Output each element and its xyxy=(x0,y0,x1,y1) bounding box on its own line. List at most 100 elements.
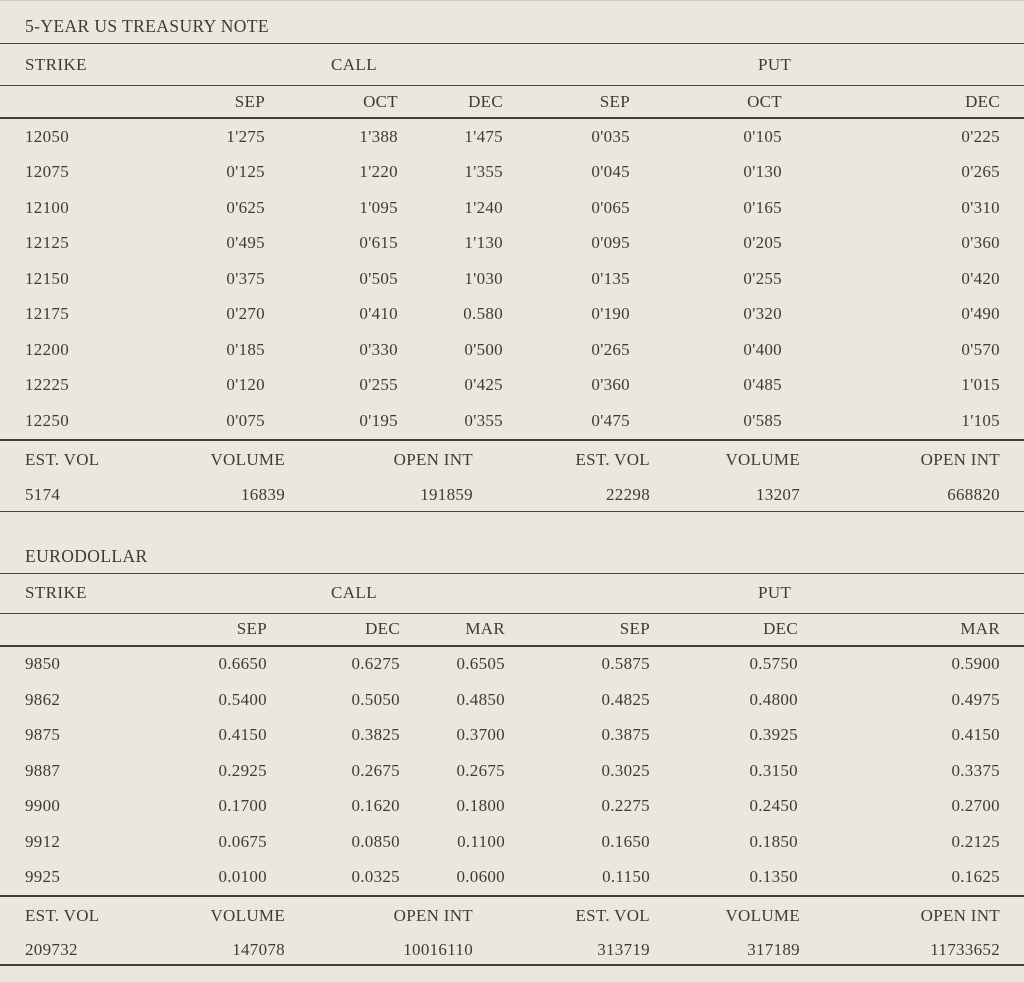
summary-value-row: 209732 147078 10016110 313719 317189 117… xyxy=(0,935,1024,966)
open-int-label: OPEN INT xyxy=(393,906,473,925)
call-header: CALL xyxy=(331,54,377,74)
call-price-cell: 0'625 xyxy=(226,197,265,217)
put-price-cell: 0.4975 xyxy=(951,689,1000,709)
call-price-cell: 0.1700 xyxy=(218,796,267,816)
put-price-cell: 0.3025 xyxy=(601,760,650,780)
put-price-cell: 0.5875 xyxy=(601,654,650,674)
put-price-cell: 0'130 xyxy=(743,162,782,182)
table-row: 12200 0'185 0'330 0'500 0'265 0'400 0'57… xyxy=(0,332,1024,368)
call-price-cell: 0'195 xyxy=(359,410,398,430)
table-row: 9912 0.0675 0.0850 0.1100 0.1650 0.1850 … xyxy=(0,824,1024,860)
put-month-header: MAR xyxy=(960,619,1000,638)
call-price-cell: 0.6505 xyxy=(456,654,505,674)
put-price-cell: 0'585 xyxy=(743,410,782,430)
call-price-cell: 0'355 xyxy=(464,410,503,430)
put-price-cell: 0'035 xyxy=(591,126,630,146)
call-price-cell: 0.2925 xyxy=(218,760,267,780)
call-price-cell: 1'275 xyxy=(226,126,265,146)
volume-label: VOLUME xyxy=(210,449,285,469)
strike-header: STRIKE xyxy=(25,583,87,602)
call-price-cell: 0.3825 xyxy=(351,725,400,745)
call-price-cell: 1'355 xyxy=(464,162,503,182)
call-price-cell: 0.1800 xyxy=(456,796,505,816)
volume-value: 16839 xyxy=(241,484,285,504)
call-price-cell: 0.1100 xyxy=(457,831,505,851)
put-price-cell: 0.4800 xyxy=(749,689,798,709)
call-price-cell: 1'030 xyxy=(464,268,503,288)
put-price-cell: 0'490 xyxy=(961,304,1000,324)
table-title: 5-YEAR US TREASURY NOTE xyxy=(0,1,1024,44)
strike-cell: 12075 xyxy=(25,162,69,182)
table-spacer xyxy=(0,512,1024,547)
call-price-cell: 0'505 xyxy=(359,268,398,288)
est-vol-value: 313719 xyxy=(597,939,650,959)
put-price-cell: 0.3375 xyxy=(951,760,1000,780)
price-rows: 12050 1'275 1'388 1'475 0'035 0'105 0'22… xyxy=(0,119,1024,441)
call-price-cell: 0'615 xyxy=(359,233,398,253)
est-vol-value: 22298 xyxy=(606,484,650,504)
put-price-cell: 0.1850 xyxy=(749,831,798,851)
strike-cell: 9900 xyxy=(25,796,61,816)
call-price-cell: 0'375 xyxy=(226,268,265,288)
month-header-row: SEP DEC MAR SEP DEC MAR xyxy=(0,614,1024,647)
volume-value: 317189 xyxy=(747,939,800,959)
call-month-header: SEP xyxy=(234,91,265,111)
summary-label-row: EST. VOL VOLUME OPEN INT EST. VOL VOLUME… xyxy=(0,441,1024,479)
call-price-cell: 0'500 xyxy=(464,339,503,359)
strike-cell: 12125 xyxy=(25,233,69,253)
strike-cell: 9925 xyxy=(25,867,61,887)
call-price-cell: 0.2675 xyxy=(351,760,400,780)
table-row: 9900 0.1700 0.1620 0.1800 0.2275 0.2450 … xyxy=(0,789,1024,825)
put-month-header: OCT xyxy=(747,91,782,111)
summary-value-row: 5174 16839 191859 22298 13207 668820 xyxy=(0,479,1024,512)
open-int-label: OPEN INT xyxy=(920,449,1000,469)
open-int-value: 668820 xyxy=(947,484,1000,504)
put-price-cell: 0'190 xyxy=(591,304,630,324)
call-month-header: MAR xyxy=(465,619,505,638)
put-price-cell: 0'265 xyxy=(961,162,1000,182)
est-vol-value: 209732 xyxy=(25,939,78,959)
table-title: EURODOLLAR xyxy=(0,546,1024,574)
put-price-cell: 1'015 xyxy=(961,375,1000,395)
put-price-cell: 0'360 xyxy=(961,233,1000,253)
put-month-header: SEP xyxy=(619,619,650,638)
call-price-cell: 1'388 xyxy=(359,126,398,146)
table-row: 12100 0'625 1'095 1'240 0'065 0'165 0'31… xyxy=(0,190,1024,226)
put-price-cell: 0'165 xyxy=(743,197,782,217)
call-price-cell: 0.2675 xyxy=(456,760,505,780)
put-header: PUT xyxy=(758,583,792,602)
est-vol-label: EST. VOL xyxy=(575,449,650,469)
call-price-cell: 0.5050 xyxy=(351,689,400,709)
put-price-cell: 0.5750 xyxy=(749,654,798,674)
table-row: 9875 0.4150 0.3825 0.3700 0.3875 0.3925 … xyxy=(0,718,1024,754)
open-int-value: 11733652 xyxy=(930,939,1000,959)
strike-cell: 12175 xyxy=(25,304,69,324)
put-price-cell: 0.3150 xyxy=(749,760,798,780)
call-price-cell: 0'185 xyxy=(226,339,265,359)
put-header: PUT xyxy=(758,54,792,74)
strike-cell: 9875 xyxy=(25,725,61,745)
table-row: 9862 0.5400 0.5050 0.4850 0.4825 0.4800 … xyxy=(0,682,1024,718)
call-price-cell: 1'095 xyxy=(359,197,398,217)
call-month-header: SEP xyxy=(236,619,267,638)
strike-cell: 12250 xyxy=(25,410,69,430)
put-price-cell: 0'205 xyxy=(743,233,782,253)
put-month-header: DEC xyxy=(763,619,798,638)
put-price-cell: 0'310 xyxy=(961,197,1000,217)
strike-cell: 12150 xyxy=(25,268,69,288)
strike-cell: 9887 xyxy=(25,760,61,780)
table-row: 12050 1'275 1'388 1'475 0'035 0'105 0'22… xyxy=(0,119,1024,155)
put-price-cell: 0.4150 xyxy=(951,725,1000,745)
call-price-cell: 0.0850 xyxy=(351,831,400,851)
table-row: 9887 0.2925 0.2675 0.2675 0.3025 0.3150 … xyxy=(0,753,1024,789)
call-price-cell: 0.580 xyxy=(463,304,503,324)
group-header-row: STRIKE CALL PUT xyxy=(0,44,1024,86)
table-row: 9925 0.0100 0.0325 0.0600 0.1150 0.1350 … xyxy=(0,860,1024,896)
strike-cell: 9850 xyxy=(25,654,61,674)
put-price-cell: 0'225 xyxy=(961,126,1000,146)
put-price-cell: 0.3925 xyxy=(749,725,798,745)
est-vol-label: EST. VOL xyxy=(25,906,100,925)
call-price-cell: 0'425 xyxy=(464,375,503,395)
put-month-header: SEP xyxy=(599,91,630,111)
strike-cell: 12050 xyxy=(25,126,69,146)
